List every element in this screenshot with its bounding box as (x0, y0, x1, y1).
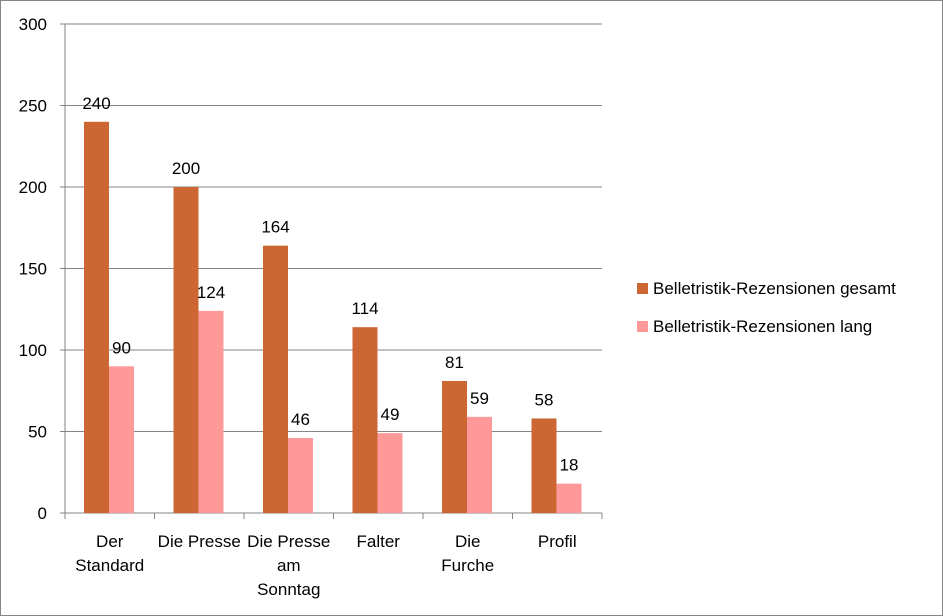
y-tick-label: 100 (19, 341, 47, 360)
x-category-label: Falter (357, 532, 401, 551)
x-category-label-line: am (277, 556, 301, 575)
data-label: 90 (112, 338, 131, 357)
y-tick-label: 300 (19, 15, 47, 34)
data-label: 46 (291, 410, 310, 429)
x-category-label: Die Presse (158, 532, 241, 551)
x-category-label: Die Presse am Sonntag (247, 532, 330, 599)
bars (84, 121, 582, 514)
y-tick-label: 0 (38, 504, 47, 523)
data-label: 49 (381, 405, 400, 424)
x-category-label-line: Falter (357, 532, 401, 551)
legend-label: Belletristik-Rezensionen lang (653, 317, 872, 336)
data-label: 200 (172, 159, 200, 178)
data-label: 18 (560, 456, 579, 475)
bar-lang (556, 483, 582, 513)
x-category-label-line: Der (96, 532, 124, 551)
bar-lang (377, 433, 403, 513)
data-label: 58 (535, 390, 554, 409)
x-category-label-line: Profil (538, 532, 577, 551)
x-category-label-line: Furche (441, 556, 494, 575)
data-label: 81 (445, 353, 464, 372)
data-labels: 240 200 164 114 81 58 90 124 46 49 59 18 (82, 94, 578, 475)
legend-label: Belletristik-Rezensionen gesamt (653, 279, 896, 298)
bar-lang (109, 366, 134, 513)
bar-lang (467, 416, 492, 513)
x-category-label: Profil (538, 532, 577, 551)
bar-gesamt (442, 380, 467, 513)
data-label: 114 (351, 299, 378, 318)
bar-gesamt (263, 245, 288, 513)
bar-gesamt (84, 121, 109, 514)
x-category-label: Der Standard (75, 532, 144, 575)
y-tick-label: 50 (28, 423, 47, 442)
x-category-label-line: Sonntag (257, 580, 320, 599)
y-tick-label: 200 (19, 178, 47, 197)
y-tick-label: 150 (19, 260, 47, 279)
data-label: 59 (470, 389, 489, 408)
gridlines (65, 23, 602, 432)
data-label: 124 (197, 283, 225, 302)
data-label: 240 (82, 94, 110, 113)
legend: Belletristik-Rezensionen gesamt Belletris… (637, 279, 896, 336)
x-category-label-line: Standard (75, 556, 144, 575)
y-tick-label: 250 (19, 97, 47, 116)
bar-gesamt (173, 187, 199, 513)
bar-lang (288, 438, 313, 513)
x-category-label-line: Die Presse (158, 532, 241, 551)
bar-lang (198, 310, 224, 513)
x-category-label: Die Furche (441, 532, 494, 575)
bar-gesamt (352, 327, 378, 513)
data-label: 164 (261, 218, 289, 237)
bar-gesamt (531, 418, 557, 513)
legend-swatch (637, 283, 648, 294)
x-category-label-line: Die Presse (247, 532, 330, 551)
legend-swatch (637, 321, 648, 332)
x-category-label-line: Die (455, 532, 481, 551)
